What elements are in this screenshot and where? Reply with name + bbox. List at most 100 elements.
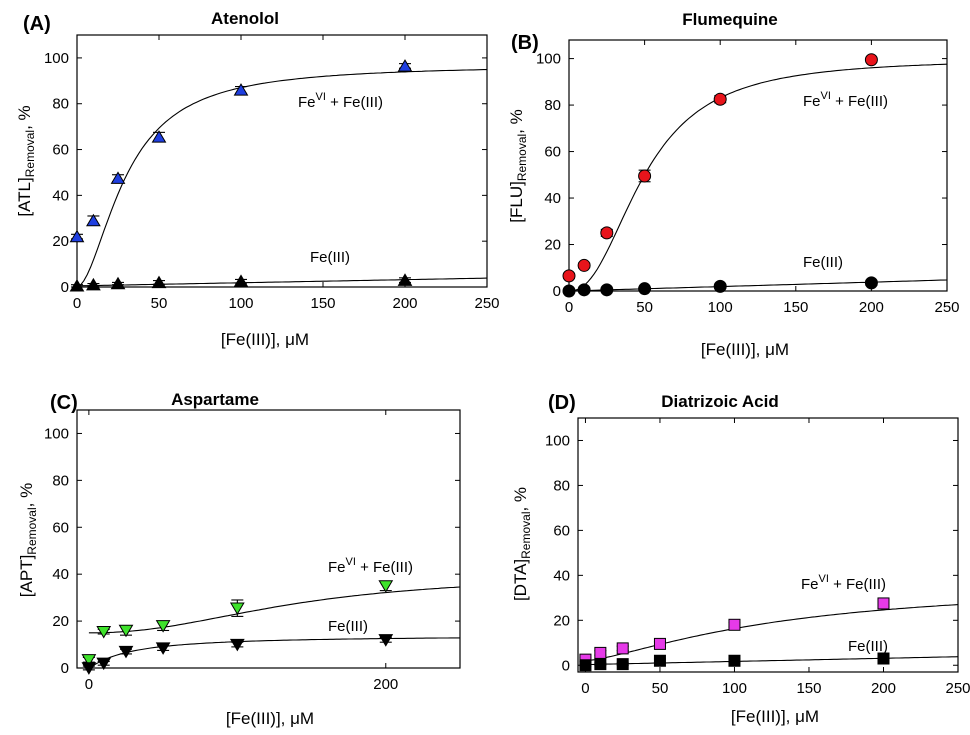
series-label-2: Fe(III) (328, 618, 368, 635)
panel-3: (C) Aspartame 0 200 0 20 40 60 80 100 [Fe(III)], μ… (17, 390, 461, 728)
fit-curve-series-1 (585, 604, 959, 662)
data-point-series-1 (594, 646, 607, 659)
y-tick-label: 100 (44, 50, 69, 67)
x-tick-label: 200 (859, 299, 884, 316)
x-tick-label: 100 (722, 680, 747, 697)
y-axis-label-sub: Removal (23, 130, 37, 177)
data-point-series-1 (577, 258, 591, 272)
fit-curve-series-2 (585, 656, 959, 666)
y-axis-label-main: [DTA] (511, 559, 530, 601)
fit-curve-series-1 (76, 69, 487, 288)
data-point-series-1 (653, 637, 666, 650)
data-point-series-2 (81, 662, 97, 675)
data-point-series-2 (155, 642, 171, 655)
panel-letter: (D) (548, 392, 576, 414)
data-point-series-1 (728, 618, 741, 631)
data-point-series-2 (638, 282, 652, 296)
data-point-series-1 (81, 654, 97, 667)
panel-title: Atenolol (211, 9, 279, 28)
series-label-tail: + Fe(III) (829, 576, 886, 593)
data-point-series-2 (151, 275, 167, 289)
series-label-main: Fe(III) (848, 638, 888, 655)
y-tick-label: 80 (553, 477, 570, 494)
data-point-series-1 (229, 602, 245, 616)
fit-curve-series-1 (568, 63, 948, 292)
panel-letter: (C) (50, 392, 78, 414)
data-point-series-1 (397, 59, 413, 72)
series-label-main: Fe(III) (310, 249, 350, 266)
data-point-series-2 (397, 273, 413, 286)
y-axis-label: [DTA]Removal, % (511, 487, 533, 601)
series-label-1: FeVI + Fe(III) (801, 573, 886, 593)
y-axis-label-tail: , % (511, 487, 530, 512)
data-point-series-1 (638, 169, 652, 183)
y-tick-label: 100 (545, 432, 570, 449)
series-label-2: Fe(III) (310, 249, 350, 266)
y-tick-label: 0 (61, 660, 69, 677)
data-point-series-2 (562, 284, 576, 298)
series-label-tail: + Fe(III) (356, 559, 413, 576)
y-tick-label: 60 (544, 144, 561, 161)
x-tick-label: 250 (945, 680, 970, 697)
data-point-series-2 (713, 279, 727, 293)
x-tick-label: 200 (373, 676, 398, 693)
fit-curve-series-2 (568, 279, 948, 292)
data-point-series-2 (96, 657, 112, 671)
series-label-main: Fe (803, 93, 821, 110)
series-label-tail: + Fe(III) (326, 94, 383, 111)
data-point-series-1 (877, 597, 890, 610)
series-label-main: Fe(III) (328, 618, 368, 635)
y-tick-label: 60 (52, 142, 69, 159)
data-point-series-2 (594, 658, 607, 671)
series-label-sup: VI (821, 90, 831, 102)
y-tick-label: 40 (553, 567, 570, 584)
x-axis-label: [Fe(III)], μM (731, 707, 819, 726)
panel-title: Diatrizoic Acid (661, 392, 778, 411)
x-tick-label: 50 (652, 680, 669, 697)
y-tick-label: 80 (52, 472, 69, 489)
series-label-sup: VI (819, 573, 829, 585)
x-tick-label: 150 (783, 299, 808, 316)
x-tick-label: 50 (636, 299, 653, 316)
y-axis-label-sub: Removal (519, 512, 533, 559)
plot-frame (76, 409, 461, 669)
panel-1: (A) Atenolol 0 50 100 150 200 250 0 20 40 60 80 100 [F… (15, 9, 500, 349)
y-axis-label-main: [ATL] (15, 177, 34, 216)
data-point-series-1 (155, 620, 171, 633)
y-axis-label: [ATL]Removal, % (15, 105, 37, 216)
panel-letter: (A) (23, 13, 51, 35)
data-point-series-1 (69, 229, 85, 243)
series-label-2: Fe(III) (848, 638, 888, 655)
y-axis-label-main: [FLU] (507, 181, 526, 223)
x-tick-label: 250 (474, 295, 499, 312)
data-point-series-1 (86, 213, 101, 227)
y-tick-label: 80 (52, 96, 69, 113)
data-point-series-1 (96, 625, 112, 639)
y-tick-label: 20 (52, 613, 69, 630)
data-point-series-1 (118, 624, 134, 638)
x-tick-label: 150 (310, 295, 335, 312)
data-point-series-2 (233, 274, 249, 287)
data-point-series-1 (864, 53, 878, 67)
x-tick-label: 200 (871, 680, 896, 697)
fit-curve-series-1 (88, 586, 461, 634)
data-point-series-2 (110, 276, 126, 290)
y-tick-label: 0 (553, 283, 561, 300)
fit-curve-series-2 (76, 277, 488, 287)
x-tick-label: 100 (708, 299, 733, 316)
data-point-series-2 (579, 659, 592, 672)
y-tick-label: 80 (544, 97, 561, 114)
plot-frame (568, 39, 948, 292)
data-point-series-2 (69, 279, 85, 292)
series-label-1: FeVI + Fe(III) (328, 556, 413, 576)
x-tick-label: 0 (565, 299, 573, 316)
x-axis-label: [Fe(III)], μM (701, 340, 789, 359)
x-axis-label: [Fe(III)], μM (221, 330, 309, 349)
data-point-series-2 (229, 638, 245, 652)
data-point-series-2 (616, 658, 629, 671)
y-axis-label-tail: , % (507, 109, 526, 134)
series-label-tail: + Fe(III) (831, 93, 888, 110)
panel-title: Aspartame (171, 390, 259, 409)
data-point-series-2 (864, 276, 878, 290)
